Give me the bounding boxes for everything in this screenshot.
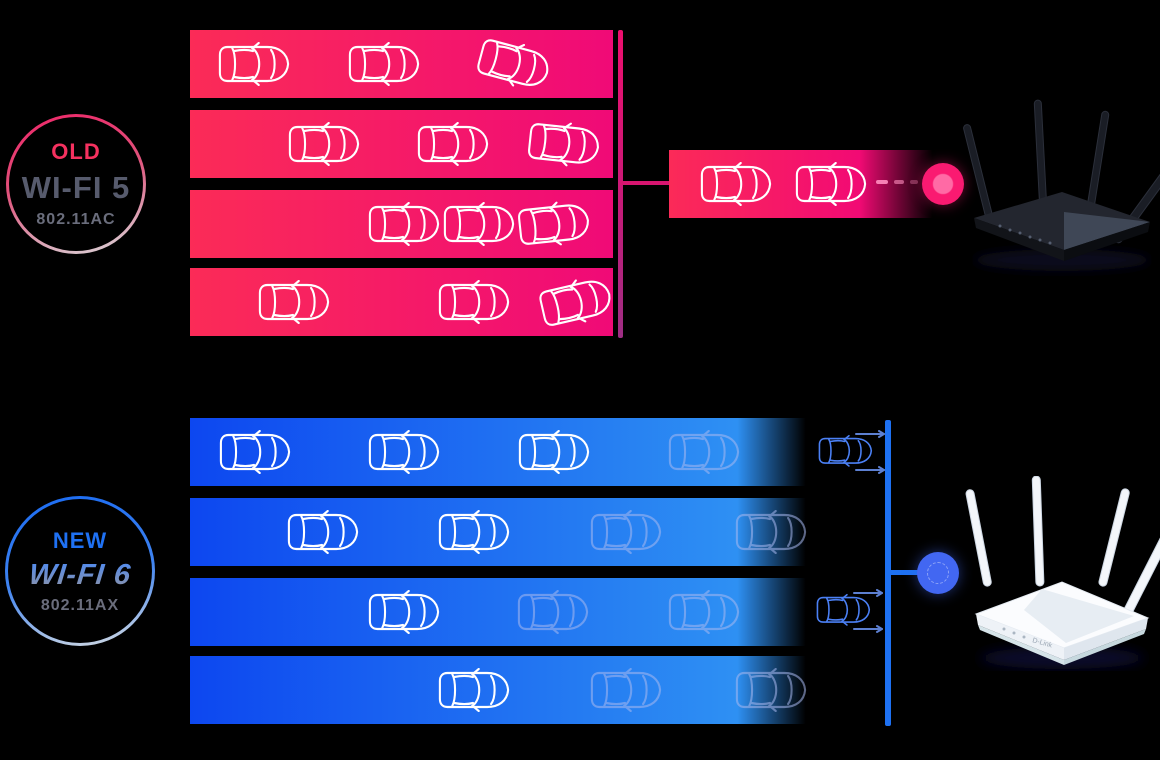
car-icon [287, 510, 359, 554]
merge-dash [876, 180, 888, 184]
wifi6-merge-line [885, 420, 891, 726]
wifi5-badge-inner: OLD WI-FI 5 802.11AC [9, 117, 143, 251]
wifi5-merge-connector [620, 181, 672, 185]
car-icon [219, 430, 291, 474]
wifi6-badge-inner: NEW WI-FI 6 802.11AX [8, 499, 152, 643]
wifi5-badge: OLD WI-FI 5 802.11AC [6, 114, 146, 254]
car-icon [526, 118, 602, 169]
car-icon [518, 430, 590, 474]
car-icon [443, 202, 515, 246]
car-icon [438, 280, 510, 324]
car-icon [218, 42, 290, 86]
wifi6-lane-2 [190, 498, 812, 566]
car-icon [516, 198, 592, 249]
exit-car-icon [816, 589, 886, 633]
wifi5-lane-2 [190, 110, 613, 178]
car-icon [668, 430, 740, 474]
merge-dash [910, 180, 918, 184]
car-icon [590, 510, 662, 554]
car-icon [735, 510, 807, 554]
merge-dash [894, 180, 904, 184]
car-icon [438, 510, 510, 554]
wifi5-lane-3 [190, 190, 613, 258]
car-icon [590, 668, 662, 712]
car-icon [438, 668, 510, 712]
exit-car-icon [818, 430, 888, 474]
car-icon [258, 280, 330, 324]
car-icon [474, 33, 555, 94]
router-new-icon: D-Link [965, 476, 1160, 669]
car-icon [700, 162, 772, 206]
car-icon [348, 42, 420, 86]
car-icon [417, 122, 489, 166]
car-icon [517, 590, 589, 634]
car-icon [795, 162, 867, 206]
wifi6-badge-tag: NEW [52, 527, 108, 553]
router-old-icon [963, 99, 1160, 271]
wifi6-badge-subtitle: 802.11AX [40, 596, 120, 614]
wifi6-lane-3 [190, 578, 812, 646]
wifi5-badge-tag: OLD [51, 139, 101, 164]
car-icon [368, 590, 440, 634]
car-icon [735, 668, 807, 712]
wifi5-badge-subtitle: 802.11AC [36, 211, 116, 228]
wifi6-lane-4 [190, 656, 812, 724]
car-icon [288, 122, 360, 166]
wifi5-router-port-node [922, 163, 964, 205]
wifi6-router-port-node [917, 552, 959, 594]
wifi6-merge-connector [891, 570, 919, 575]
wifi6-badge: NEW WI-FI 6 802.11AX [5, 496, 155, 646]
car-icon [536, 272, 616, 331]
wifi5-badge-title: WI-FI 5 [21, 170, 131, 205]
wifi6-lane-1 [190, 418, 812, 486]
wifi5-lane-4 [190, 268, 613, 336]
car-icon [668, 590, 740, 634]
car-icon [368, 202, 440, 246]
wifi6-badge-title: WI-FI 6 [27, 558, 133, 591]
wifi5-lane-1 [190, 30, 613, 98]
wifi5-merged-lane [669, 150, 941, 218]
car-icon [368, 430, 440, 474]
